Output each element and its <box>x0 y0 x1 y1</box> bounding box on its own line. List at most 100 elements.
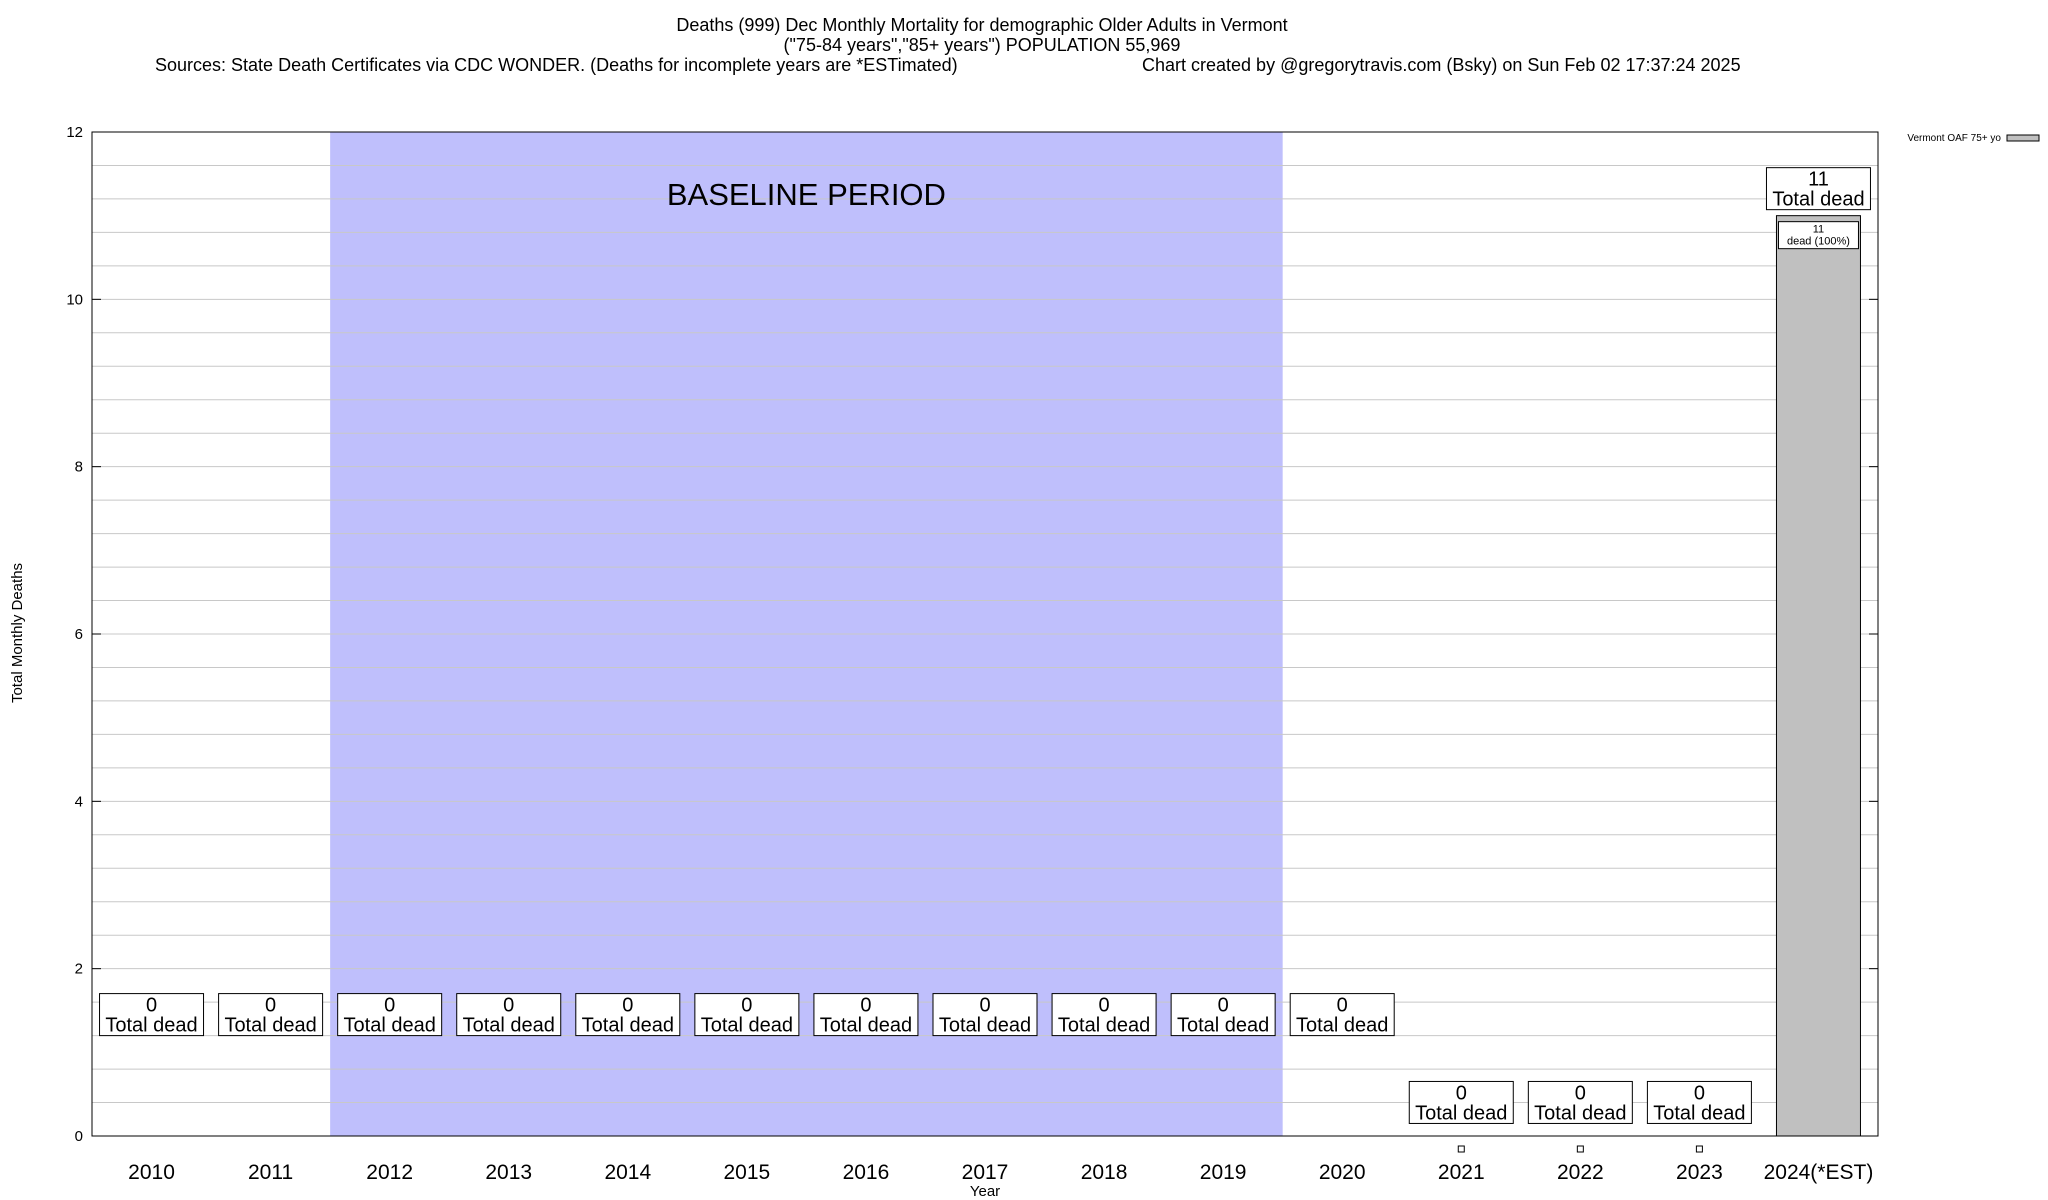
total-label-text: Total dead <box>701 1015 793 1037</box>
segment-label-box <box>1777 221 1859 250</box>
total-label-text: Total dead <box>1058 1015 1150 1037</box>
chart-credit: Chart created by @gregorytravis.com (Bsk… <box>1142 55 1741 75</box>
x-tick-label: 2015 <box>724 1161 771 1184</box>
total-label-text: Total dead <box>939 1015 1031 1037</box>
y-tick-label: 8 <box>75 459 83 476</box>
total-label-value: 0 <box>1456 1082 1467 1104</box>
total-label-box <box>1051 993 1157 1037</box>
total-label-box <box>932 993 1038 1037</box>
x-axis-label: Year <box>970 1183 1000 1200</box>
legend-label: Vermont OAF 75+ yo <box>1907 133 2001 144</box>
bar <box>1775 215 1861 1137</box>
total-label-box <box>1765 167 1871 211</box>
total-label-text: Total dead <box>1534 1102 1626 1124</box>
total-label-text: Total dead <box>1772 189 1864 211</box>
total-label-text: Total dead <box>582 1015 674 1037</box>
total-label-box <box>218 993 324 1037</box>
total-label-box <box>694 993 800 1037</box>
total-label-box <box>337 993 443 1037</box>
y-tick-label: 0 <box>75 1128 83 1145</box>
bars-layer <box>1457 215 1861 1153</box>
baseline-period-label: BASELINE PERIOD <box>667 177 946 212</box>
total-label-value: 11 <box>1808 169 1829 191</box>
x-tick-label: 2017 <box>962 1161 1009 1184</box>
segment-label-value: 11 <box>1813 224 1824 236</box>
y-tick-label: 2 <box>75 961 83 978</box>
x-tick-label: 2010 <box>128 1161 175 1184</box>
total-label-text: Total dead <box>1653 1102 1745 1124</box>
total-label-box <box>456 993 562 1037</box>
total-label-value: 0 <box>622 995 633 1017</box>
total-label-text: Total dead <box>1177 1015 1269 1037</box>
total-label-box <box>1408 1080 1514 1124</box>
y-axis-label: Total Monthly Deaths <box>9 563 26 703</box>
y-tick-label: 4 <box>75 793 83 810</box>
total-label-box <box>1646 1080 1752 1124</box>
total-label-value: 0 <box>979 995 990 1017</box>
x-tick-label: 2018 <box>1081 1161 1128 1184</box>
zero-marker <box>1695 1145 1703 1153</box>
total-label-text: Total dead <box>463 1015 555 1037</box>
zero-marker <box>1457 1145 1465 1153</box>
x-tick-label: 2012 <box>366 1161 413 1184</box>
x-tick-label: 2023 <box>1676 1161 1723 1184</box>
x-tick-label: 2020 <box>1319 1161 1366 1184</box>
y-tick-label: 10 <box>66 291 83 308</box>
total-label-value: 0 <box>146 995 157 1017</box>
total-label-value: 0 <box>503 995 514 1017</box>
total-label-box <box>575 993 681 1037</box>
total-label-value: 0 <box>1337 995 1348 1017</box>
x-tick-label: 2013 <box>485 1161 532 1184</box>
x-tick-label: 2021 <box>1438 1161 1485 1184</box>
total-label-value: 0 <box>384 995 395 1017</box>
total-label-text: Total dead <box>105 1015 197 1037</box>
zero-marker <box>1576 1145 1584 1153</box>
x-tick-label: 2011 <box>248 1161 293 1184</box>
total-label-box <box>813 993 919 1037</box>
total-label-value: 0 <box>1218 995 1229 1017</box>
total-label-box <box>99 993 205 1037</box>
total-label-box <box>1527 1080 1633 1124</box>
x-tick-label: 2024(*EST) <box>1764 1161 1874 1184</box>
chart-title-line-2: ("75-84 years","85+ years") POPULATION 5… <box>784 35 1181 55</box>
total-label-text: Total dead <box>1296 1015 1388 1037</box>
total-label-box <box>1289 993 1395 1037</box>
legend: Vermont OAF 75+ yo <box>1907 133 2040 144</box>
total-label-box <box>1170 993 1276 1037</box>
x-tick-label: 2019 <box>1200 1161 1247 1184</box>
total-label-text: Total dead <box>1415 1102 1507 1124</box>
total-label-value: 0 <box>265 995 276 1017</box>
segment-label-text: dead (100%) <box>1787 236 1850 248</box>
x-tick-label: 2022 <box>1557 1161 1604 1184</box>
total-label-value: 0 <box>1099 995 1110 1017</box>
x-tick-label: 2014 <box>604 1161 651 1184</box>
legend-swatch <box>2006 134 2040 142</box>
total-label-value: 0 <box>1575 1082 1586 1104</box>
total-label-text: Total dead <box>344 1015 436 1037</box>
total-label-text: Total dead <box>224 1015 316 1037</box>
total-label-value: 0 <box>741 995 752 1017</box>
total-label-value: 0 <box>860 995 871 1017</box>
y-tick-label: 12 <box>66 124 83 141</box>
axes-layer: 0 2 4 6 8 10 12 2010 2011 2012 2013 2014 2015 2016 201… <box>66 124 1879 1184</box>
x-tick-label: 2016 <box>843 1161 890 1184</box>
total-label-value: 0 <box>1694 1082 1705 1104</box>
y-tick-label: 6 <box>75 626 83 643</box>
